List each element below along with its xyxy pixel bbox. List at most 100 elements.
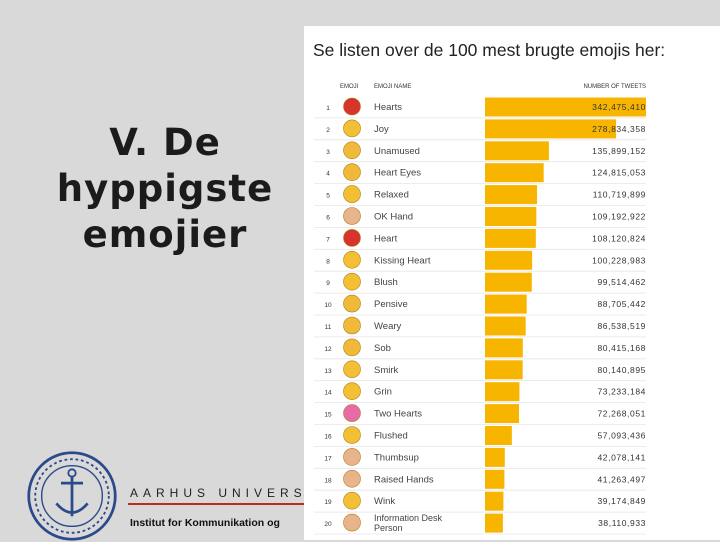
value-label: 278,834,358 (592, 124, 646, 134)
column-header-name: EMOJI NAME (374, 84, 411, 90)
emoji-name-label: Wink (374, 496, 395, 507)
emoji-ranking-panel: Se listen over de 100 mest brugte emojis… (304, 26, 720, 540)
bar (485, 185, 538, 205)
sob-face-icon (343, 338, 361, 357)
rank-label: 11 (325, 324, 332, 331)
university-name: AARHUS UNIVERSIT (130, 486, 328, 500)
bar (485, 250, 533, 270)
emoji-name-label: Flushed (374, 431, 408, 442)
emoji-name-label: Person (374, 523, 403, 533)
emoji-name-label: Two Hearts (374, 409, 422, 420)
smirk-face-icon (343, 360, 361, 379)
bar (485, 338, 523, 358)
emoji-name-label: Kissing Heart (374, 255, 431, 266)
value-label: 108,120,824 (592, 233, 646, 243)
aarhus-university-seal-icon (27, 451, 117, 541)
bar (485, 469, 505, 489)
rank-label: 7 (326, 236, 330, 243)
rank-label: 9 (326, 280, 330, 287)
value-label: 135,899,152 (592, 146, 646, 156)
rank-label: 8 (326, 258, 330, 265)
value-label: 100,228,983 (592, 255, 646, 265)
emoji-name-label: Blush (374, 277, 398, 288)
bar (485, 294, 527, 314)
rank-label: 2 (326, 127, 330, 134)
bar (485, 426, 512, 445)
value-label: 80,415,168 (597, 343, 646, 353)
panel-heading: Se listen over de 100 mest brugte emojis… (313, 40, 666, 60)
rank-label: 19 (324, 499, 332, 506)
ok-hand-icon (343, 207, 361, 225)
rank-label: 14 (324, 390, 332, 397)
tears-of-joy-icon (343, 119, 361, 138)
emoji-name-label: Heart Eyes (374, 168, 421, 179)
emoji-name-label: Raised Hands (374, 474, 434, 485)
emoji-name-label: Information Desk (374, 513, 443, 523)
value-label: 80,140,895 (597, 365, 646, 375)
value-label: 38,110,933 (598, 518, 646, 528)
accent-divider (128, 503, 308, 505)
rank-label: 10 (324, 302, 332, 309)
rank-label: 15 (324, 412, 332, 419)
value-label: 42,078,141 (597, 452, 646, 462)
value-label: 110,719,899 (593, 190, 646, 200)
bar (485, 447, 505, 467)
emoji-name-label: Joy (374, 124, 389, 135)
value-label: 72,268,051 (597, 409, 646, 419)
value-label: 86,538,519 (597, 321, 646, 331)
rank-label: 16 (324, 434, 332, 441)
value-label: 41,263,497 (597, 474, 646, 484)
value-label: 124,815,053 (592, 168, 646, 178)
bar (485, 382, 520, 402)
red-heart-icon (343, 229, 361, 247)
value-label: 73,233,184 (597, 387, 646, 397)
rank-label: 1 (326, 105, 330, 112)
bar (485, 119, 617, 139)
thumbsup-icon (343, 448, 361, 466)
slide-title: V. De hyppigste emojier (56, 121, 274, 256)
relaxed-face-icon (343, 185, 361, 203)
institute-name: Institut for Kommunikation og (130, 517, 280, 529)
emoji-name-label: Heart (374, 233, 398, 244)
heart-eyes-icon (343, 163, 361, 181)
emoji-name-label: Pensive (374, 299, 408, 310)
value-label: 99,514,462 (597, 277, 646, 287)
column-header-count: NUMBER OF TWEETS (583, 84, 646, 90)
weary-face-icon (343, 316, 361, 335)
emoji-name-label: Grin (374, 387, 392, 398)
value-label: 88,705,442 (597, 299, 646, 309)
column-header-emoji: EMOJI (340, 84, 359, 90)
pensive-face-icon (343, 294, 361, 313)
raised-hands-icon (343, 469, 361, 488)
red-heart-face-icon (343, 97, 361, 116)
rank-label: 17 (324, 455, 332, 462)
rank-label: 4 (326, 171, 330, 178)
blush-face-icon (343, 272, 361, 291)
emoji-name-label: Sob (374, 343, 391, 354)
bar (485, 163, 544, 183)
unamused-face-icon (343, 141, 361, 160)
rank-label: 13 (324, 368, 332, 375)
emoji-name-label: Unamused (374, 146, 420, 157)
two-hearts-icon (343, 404, 361, 422)
rank-label: 3 (326, 149, 330, 156)
bar (485, 97, 646, 117)
flushed-face-icon (343, 426, 361, 444)
bar (485, 491, 504, 511)
value-label: 342,475,410 (592, 102, 646, 112)
emoji-name-label: Hearts (374, 102, 402, 113)
bar (485, 141, 549, 161)
information-desk-person-icon (343, 513, 361, 532)
bar (485, 228, 536, 248)
bar (485, 316, 526, 336)
emoji-name-label: Relaxed (374, 190, 409, 201)
emoji-name-label: OK Hand (374, 212, 413, 223)
grin-face-icon (343, 382, 361, 401)
value-label: 39,174,849 (597, 496, 646, 506)
wink-face-icon (343, 491, 361, 510)
bar (485, 360, 523, 380)
rank-label: 20 (324, 521, 332, 528)
bar (485, 513, 503, 533)
emoji-name-label: Thumbsup (374, 452, 419, 463)
value-label: 57,093,436 (597, 431, 646, 441)
